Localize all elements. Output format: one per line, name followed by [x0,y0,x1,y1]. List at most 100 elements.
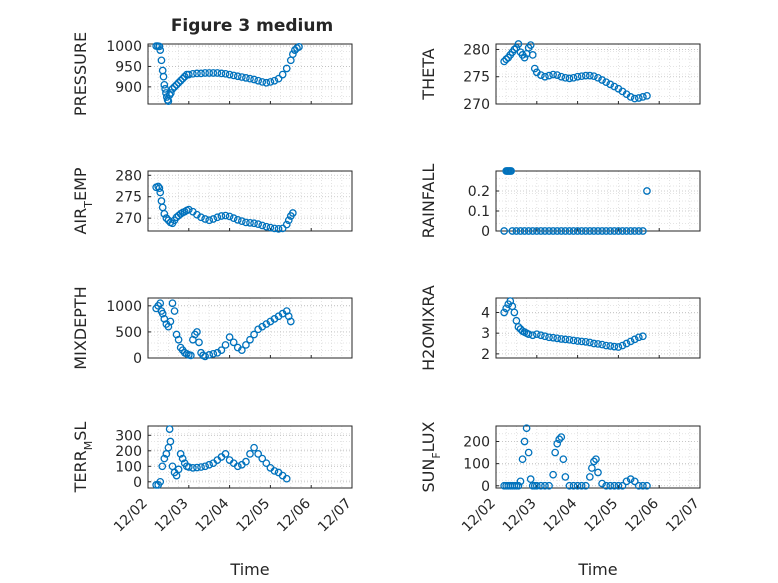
data-point [565,335,574,344]
data-point [500,227,509,235]
data-point [166,437,175,446]
data-point [242,457,250,466]
y-axis-label-suffix: EMP [71,167,90,201]
data-point [205,216,214,225]
data-point [598,76,606,84]
data-point [643,91,651,100]
y-axis-label-main: PRESSURE [71,32,90,116]
data-point [532,330,541,339]
data-point [201,215,209,223]
data-point [585,338,594,347]
data-point [561,227,570,235]
data-point [512,43,521,52]
axes-box [147,425,353,489]
data-point [158,462,167,471]
data-point [524,227,533,235]
data-point [162,89,170,97]
panel-air-temp: 270 275 280 AIRTEMP [71,167,353,235]
data-point [514,481,523,490]
data-point [594,73,602,82]
y-axis-label: SUNFLUX [419,421,443,492]
data-point [618,227,627,235]
data-point [610,481,619,490]
data-point [569,336,578,345]
data-point [634,333,643,342]
data-point [518,455,527,464]
data-point [500,308,509,317]
y-tick-label: 3 [481,326,490,342]
data-point [602,481,611,490]
data-point [178,74,187,83]
data-point [551,448,560,457]
data-point [528,331,537,340]
data-point [581,71,590,80]
data-point [168,85,177,93]
data-point [553,227,562,235]
data-point [602,227,611,235]
data-point [217,212,226,220]
data-point [510,308,519,317]
y-tick-label: 0 [481,224,490,240]
y-axis-label: PRESSURE [71,32,90,116]
data-point [577,481,586,490]
y-axis-label: THETA [419,48,438,100]
data-point [225,70,234,79]
data-point [209,349,218,358]
y-axis-label-main: TERR [71,450,90,493]
data-point [288,50,297,59]
y-tick-label: 270 [463,97,490,113]
data-point [532,227,541,235]
data-point [174,465,183,474]
data-point [622,227,631,235]
data-point [561,473,570,481]
data-point [577,72,586,81]
y-axis-label-main: MIXDEPTH [71,286,90,369]
data-point [512,227,521,235]
y-tick-label: 200 [115,444,142,460]
data-point [201,352,209,361]
data-point [274,74,283,83]
data-point [254,450,263,458]
panel-mixdepth: 0 500 1000 MIXDEPTH [71,286,353,370]
data-point [258,454,267,463]
data-point [606,80,615,89]
data-point [158,309,167,318]
y-axis-label-suffix: SL [71,422,90,441]
y-tick-label: 100 [463,457,490,473]
data-point [288,209,297,217]
data-point [221,211,230,220]
data-point [229,338,238,347]
y-tick-label: 900 [115,80,142,96]
data-point [630,477,639,486]
panel-pressure: 900 950 1000 PRESSURE [71,32,353,116]
data-point [565,227,574,235]
data-point [209,215,218,223]
y-tick-label: 2 [481,347,490,363]
axes-box [495,425,701,489]
axes-box [495,43,701,105]
data-point [233,462,242,471]
data-point [541,481,549,490]
data-point [622,339,631,348]
data-point [598,340,606,349]
data-point [258,221,267,230]
data-point [524,448,533,457]
data-point [630,227,639,235]
data-point [270,76,279,85]
data-point [201,69,209,77]
data-point [573,227,582,235]
data-point [266,78,275,86]
data-point [590,339,598,348]
data-point [602,78,611,87]
data-point [197,69,205,78]
data-point [606,481,615,490]
y-tick-label: 1000 [106,299,142,315]
data-point [610,82,619,91]
data-point [565,481,574,490]
data-point [168,299,177,308]
data-point [569,481,578,490]
data-point [516,477,525,486]
data-point [278,70,287,79]
y-tick-label: 100 [115,459,142,475]
data-point [161,85,169,93]
